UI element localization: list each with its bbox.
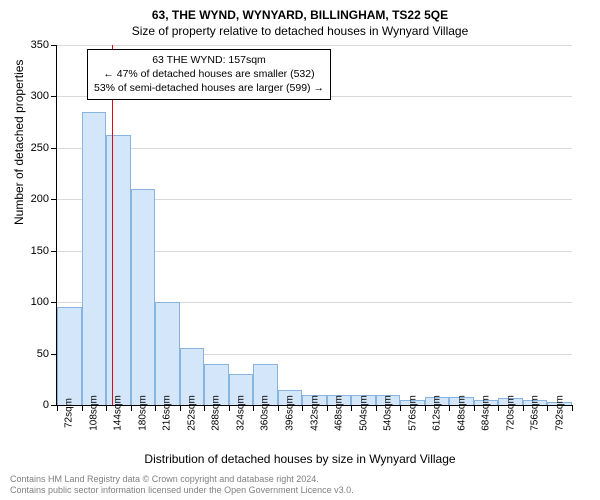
x-tick xyxy=(474,405,475,411)
footer-line-2: Contains public sector information licen… xyxy=(10,485,354,496)
footer-line-1: Contains HM Land Registry data © Crown c… xyxy=(10,474,354,485)
x-tick-label: 756sqm xyxy=(530,395,541,431)
x-tick xyxy=(253,405,254,411)
callout-box: 63 THE WYND: 157sqm← 47% of detached hou… xyxy=(87,49,331,100)
callout-line: 63 THE WYND: 157sqm xyxy=(94,53,324,67)
x-tick-label: 720sqm xyxy=(505,395,516,431)
y-tick xyxy=(51,251,57,252)
grid-line xyxy=(57,45,572,46)
histogram-bar xyxy=(82,112,107,405)
x-tick xyxy=(351,405,352,411)
x-tick-label: 612sqm xyxy=(432,395,443,431)
x-tick-label: 684sqm xyxy=(481,395,492,431)
y-tick-label: 300 xyxy=(31,90,49,102)
x-tick-label: 360sqm xyxy=(260,395,271,431)
y-tick-label: 250 xyxy=(31,142,49,154)
histogram-bar xyxy=(106,135,131,406)
grid-line xyxy=(57,148,572,149)
x-tick-label: 108sqm xyxy=(88,395,99,431)
chart-title-main: 63, THE WYND, WYNYARD, BILLINGHAM, TS22 … xyxy=(0,0,600,22)
x-tick xyxy=(400,405,401,411)
y-tick-label: 0 xyxy=(43,399,49,411)
histogram-bar xyxy=(155,302,180,405)
callout-line: ← 47% of detached houses are smaller (53… xyxy=(94,67,324,81)
y-tick xyxy=(51,302,57,303)
y-axis-title: Number of detached properties xyxy=(12,60,26,225)
x-tick-label: 576sqm xyxy=(407,395,418,431)
x-tick-label: 288sqm xyxy=(211,395,222,431)
x-axis-title: Distribution of detached houses by size … xyxy=(0,452,600,466)
histogram-plot: 05010015020025030035072sqm108sqm144sqm18… xyxy=(56,45,572,406)
x-tick-label: 144sqm xyxy=(113,395,124,431)
x-tick-label: 504sqm xyxy=(358,395,369,431)
x-tick xyxy=(425,405,426,411)
x-tick-label: 216sqm xyxy=(162,395,173,431)
x-tick xyxy=(327,405,328,411)
histogram-bar xyxy=(57,307,82,405)
x-tick-label: 324sqm xyxy=(235,395,246,431)
x-tick xyxy=(498,405,499,411)
x-tick-label: 468sqm xyxy=(334,395,345,431)
x-tick-label: 432sqm xyxy=(309,395,320,431)
x-tick-label: 180sqm xyxy=(137,395,148,431)
y-tick-label: 50 xyxy=(37,348,49,360)
x-tick xyxy=(180,405,181,411)
x-tick xyxy=(523,405,524,411)
x-tick xyxy=(106,405,107,411)
x-tick-label: 792sqm xyxy=(554,395,565,431)
x-tick xyxy=(449,405,450,411)
footer-attribution: Contains HM Land Registry data © Crown c… xyxy=(10,474,354,497)
y-tick xyxy=(51,199,57,200)
y-tick-label: 100 xyxy=(31,296,49,308)
x-tick xyxy=(204,405,205,411)
histogram-bar xyxy=(131,189,156,405)
x-tick xyxy=(229,405,230,411)
x-tick-label: 540sqm xyxy=(383,395,394,431)
y-tick xyxy=(51,45,57,46)
x-tick xyxy=(572,405,573,411)
y-tick-label: 150 xyxy=(31,245,49,257)
x-tick xyxy=(278,405,279,411)
x-tick xyxy=(155,405,156,411)
y-tick-label: 350 xyxy=(31,39,49,51)
x-tick-label: 648sqm xyxy=(456,395,467,431)
y-tick-label: 200 xyxy=(31,193,49,205)
chart-title-sub: Size of property relative to detached ho… xyxy=(0,22,600,38)
x-tick xyxy=(547,405,548,411)
x-tick xyxy=(131,405,132,411)
x-tick-label: 252sqm xyxy=(186,395,197,431)
x-tick xyxy=(302,405,303,411)
x-tick-label: 396sqm xyxy=(284,395,295,431)
x-tick xyxy=(57,405,58,411)
x-tick xyxy=(376,405,377,411)
y-tick xyxy=(51,96,57,97)
y-tick xyxy=(51,148,57,149)
x-tick-label: 72sqm xyxy=(64,398,75,428)
callout-line: 53% of semi-detached houses are larger (… xyxy=(94,81,324,95)
x-tick xyxy=(82,405,83,411)
